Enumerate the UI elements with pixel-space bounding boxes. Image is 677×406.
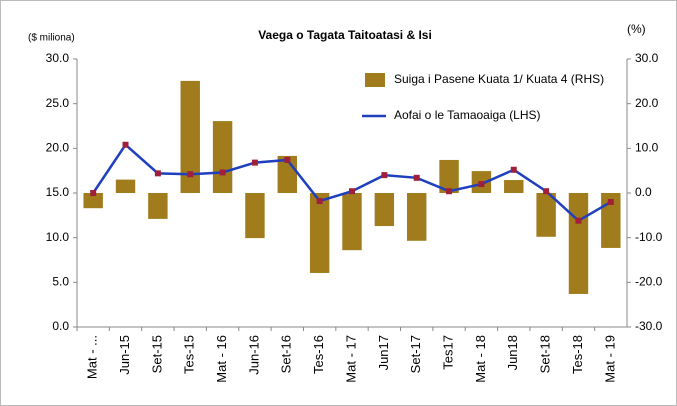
y2-tick-label: 30.0 bbox=[635, 51, 659, 65]
x-tick-label: Mat - 17 bbox=[343, 335, 358, 383]
y-tick-label: 10.0 bbox=[46, 230, 70, 244]
bar bbox=[245, 193, 265, 239]
marker bbox=[90, 190, 97, 196]
bar bbox=[504, 180, 524, 193]
legend-label: Suiga i Pasene Kuata 1/ Kuata 4 (RHS) bbox=[394, 72, 604, 86]
bar bbox=[407, 193, 427, 241]
x-tick-label: Tes17 bbox=[440, 335, 455, 370]
bar bbox=[83, 193, 103, 209]
marker bbox=[381, 172, 388, 179]
x-tick-label: Set-16 bbox=[279, 335, 294, 373]
y-tick-label: 30.0 bbox=[46, 51, 70, 65]
x-tick-label: Jun18 bbox=[505, 335, 520, 370]
x-tick-label: Set-17 bbox=[408, 335, 423, 373]
x-tick-label: Jun17 bbox=[376, 335, 391, 370]
x-tick-label: Tes-16 bbox=[311, 335, 326, 374]
y2-tick-label: -20.0 bbox=[635, 275, 663, 289]
bar bbox=[309, 193, 330, 273]
marker bbox=[316, 198, 323, 205]
marker bbox=[251, 159, 258, 166]
marker bbox=[413, 174, 420, 181]
y2-tick-label: -10.0 bbox=[635, 230, 663, 244]
bar bbox=[115, 179, 136, 193]
bar bbox=[374, 193, 395, 227]
x-tick-label: Mat - 16 bbox=[214, 335, 229, 383]
y2-tick-label: 10.0 bbox=[635, 141, 659, 155]
marker bbox=[122, 141, 129, 148]
x-tick-label: Set-15 bbox=[149, 335, 164, 373]
marker bbox=[543, 188, 550, 195]
legend-swatch bbox=[365, 73, 385, 87]
y-tick-label: 25.0 bbox=[46, 96, 70, 110]
marker bbox=[154, 170, 161, 177]
bar bbox=[568, 193, 589, 294]
bar bbox=[342, 193, 362, 251]
bar bbox=[536, 193, 556, 237]
bar bbox=[601, 193, 621, 248]
marker bbox=[575, 217, 582, 224]
x-tick-label: Set-18 bbox=[538, 335, 553, 373]
chart-title: Vaega o Tagata Taitoatasi & Isi bbox=[258, 28, 432, 42]
x-tick-label: Jun-15 bbox=[117, 335, 132, 375]
x-tick-label: Mat - 19 bbox=[602, 335, 617, 383]
marker bbox=[478, 181, 485, 188]
marker bbox=[510, 166, 517, 173]
marker bbox=[446, 188, 453, 195]
x-tick-label: Jun-16 bbox=[246, 335, 261, 375]
y2-tick-label: 20.0 bbox=[635, 96, 659, 110]
x-tick-label: Tes-15 bbox=[182, 335, 197, 374]
marker bbox=[219, 169, 226, 176]
y2-tick-label: 0.0 bbox=[635, 185, 652, 199]
bar bbox=[212, 121, 233, 193]
x-tick-label: Tes-18 bbox=[570, 335, 585, 374]
x-tick-label: Mat - ... bbox=[85, 335, 100, 379]
y2-axis-label: (%) bbox=[627, 22, 646, 36]
y-tick-label: 20.0 bbox=[46, 141, 70, 155]
y-axis-label: ($ miliona) bbox=[28, 33, 75, 44]
x-tick-label: Mat - 18 bbox=[473, 335, 488, 383]
marker bbox=[187, 171, 194, 178]
marker bbox=[607, 198, 614, 205]
bar bbox=[180, 80, 200, 193]
bar bbox=[148, 193, 168, 219]
marker bbox=[284, 156, 291, 163]
y2-tick-label: -30.0 bbox=[635, 319, 663, 333]
y-tick-label: 15.0 bbox=[46, 185, 70, 199]
legend-label: Aofai o le Tamaoaiga (LHS) bbox=[394, 108, 541, 122]
bar bbox=[439, 159, 459, 193]
y-tick-label: 0.0 bbox=[52, 319, 69, 333]
y-tick-label: 5.0 bbox=[52, 275, 69, 289]
marker bbox=[349, 188, 355, 195]
